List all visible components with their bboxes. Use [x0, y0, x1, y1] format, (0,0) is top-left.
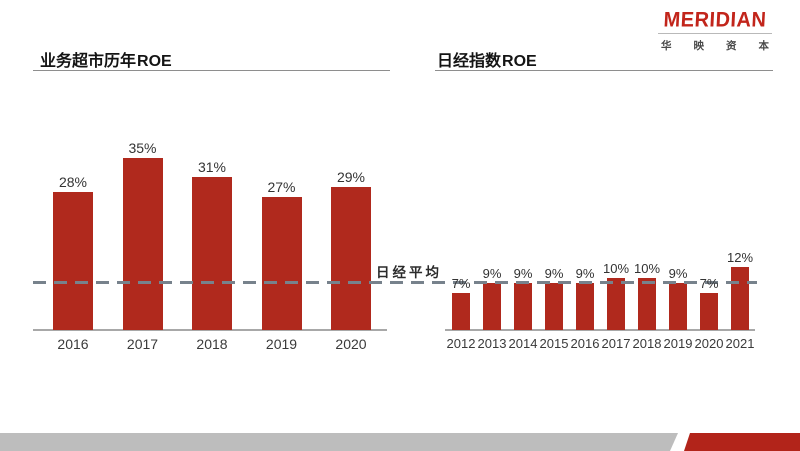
right-chart-title-cn: 日经指数: [437, 53, 502, 70]
x-axis-tick-label: 2015: [539, 336, 569, 351]
logo-divider: [658, 33, 772, 34]
bar: [545, 283, 563, 330]
bar-value-label: 7%: [699, 276, 719, 291]
x-axis-tick-label: 2021: [725, 336, 755, 351]
bar-value-label: 12%: [726, 250, 754, 265]
x-axis-tick-label: 2016: [570, 336, 600, 351]
x-axis-tick-label: 2018: [632, 336, 662, 351]
bar: [669, 283, 687, 330]
bar: [452, 293, 470, 330]
x-axis-tick-label: 2017: [126, 336, 159, 352]
right-title-underline: [435, 70, 773, 71]
bar: [192, 177, 232, 330]
bar-value-label: 10%: [633, 261, 661, 276]
bar-value-label: 29%: [336, 169, 366, 185]
bar: [331, 187, 371, 330]
bar: [576, 283, 594, 330]
bar-value-label: 28%: [58, 174, 88, 190]
x-axis-tick-label: 2013: [477, 336, 507, 351]
bar-value-label: 10%: [602, 261, 630, 276]
bar: [638, 278, 656, 330]
bar-value-label: 9%: [668, 266, 688, 281]
footer-gray-band: [0, 433, 678, 451]
bar-value-label: 9%: [513, 266, 533, 281]
left-chart-title: 业务超市历年ROE: [40, 47, 172, 71]
x-axis-tick-label: 2019: [265, 336, 298, 352]
left-title-underline: [33, 70, 390, 71]
bar: [122, 158, 163, 330]
x-axis-tick-label: 2019: [663, 336, 693, 351]
bar-value-label: 9%: [482, 266, 502, 281]
x-axis-tick-label: 2017: [601, 336, 631, 351]
bar: [261, 197, 302, 330]
bar: [700, 293, 718, 330]
bar-value-label: 9%: [544, 266, 564, 281]
bar-value-label: 31%: [197, 159, 227, 175]
bar-value-label: 9%: [575, 266, 595, 281]
bar: [53, 192, 93, 330]
x-axis-tick-label: 2020: [335, 336, 367, 352]
right-chart-title: 日经指数ROE: [437, 47, 537, 71]
bar: [514, 283, 532, 330]
logo: MERIDIAN 华映资本: [658, 8, 791, 53]
right-chart-title-en: ROE: [502, 53, 537, 70]
left-chart-title-cn: 业务超市历年: [40, 53, 137, 70]
x-axis-tick-label: 2012: [446, 336, 476, 351]
x-axis-tick-label: 2014: [508, 336, 538, 351]
bar: [607, 278, 625, 330]
bar-value-label: 35%: [128, 140, 157, 156]
x-axis-tick-label: 2018: [196, 336, 228, 352]
x-axis-tick-label: 2020: [694, 336, 724, 351]
bar: [483, 283, 501, 330]
nikkei-average-label: 日经平均: [376, 265, 442, 280]
x-axis: [33, 329, 387, 331]
logo-subtitle: 华映资本: [661, 41, 791, 52]
footer-red-band: [684, 433, 800, 451]
x-axis-tick-label: 2016: [57, 336, 89, 352]
bar-value-label: 7%: [451, 276, 471, 291]
nikkei-average-reference-line: [33, 281, 757, 284]
bar-value-label: 27%: [267, 179, 296, 195]
left-chart-title-en: ROE: [137, 53, 172, 70]
x-axis: [445, 329, 755, 331]
